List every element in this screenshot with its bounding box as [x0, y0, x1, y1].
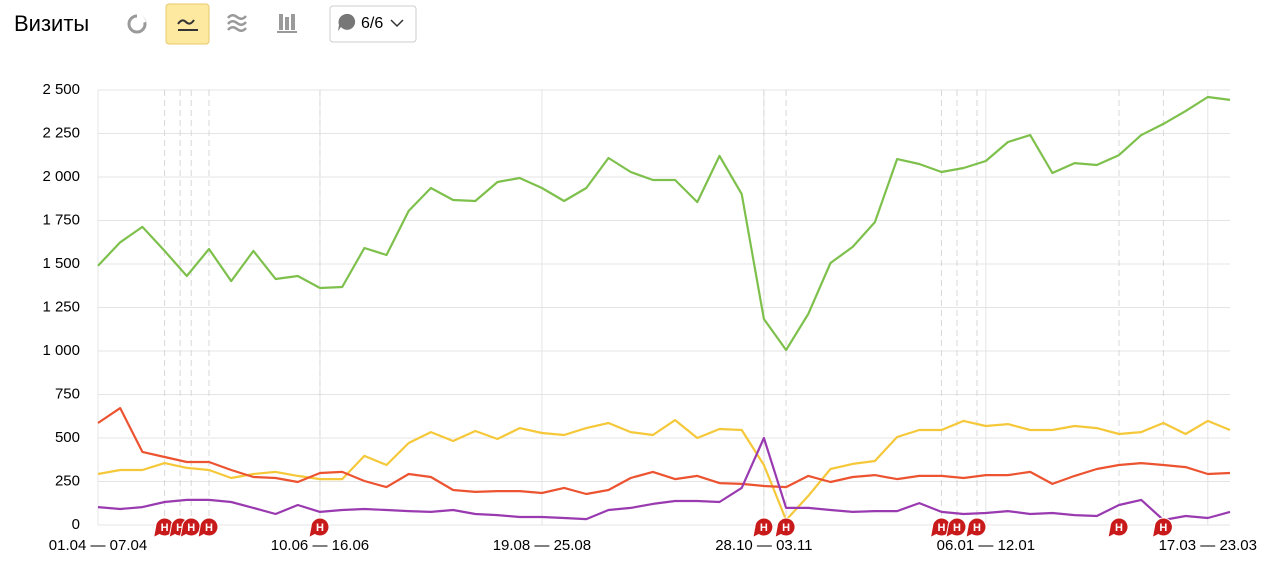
annotation-label: Н [176, 522, 184, 534]
annotation-marker[interactable]: Н [308, 517, 330, 539]
x-tick-label: 19.08 — 25.08 [493, 537, 591, 554]
annotations-dropdown[interactable]: 6/6 [329, 5, 417, 43]
y-tick-label: 1 000 [42, 342, 80, 359]
x-tick-label: 28.10 — 03.11 [715, 537, 812, 554]
pie-view-button[interactable] [127, 14, 147, 34]
annotation-bubble [1107, 517, 1129, 539]
y-tick-label: 1 250 [42, 298, 80, 315]
annotation-marker[interactable]: Н [965, 517, 987, 539]
annotation-marker[interactable]: Н [945, 517, 967, 539]
area-view-button[interactable] [227, 14, 247, 32]
chart: 0 250 500 750 1 000 1 250 1 500 1 750 2 000 2 250… [42, 81, 1257, 554]
annotation-bubble [965, 517, 987, 539]
annotation-label: Н [1115, 522, 1123, 534]
annotation-bubble [197, 517, 219, 539]
annotation-label: Н [316, 522, 324, 534]
series-line [97, 436, 1231, 522]
annotation-bubble [1151, 517, 1173, 539]
annotation-label: Н [205, 522, 213, 534]
annotation-label: Н [973, 522, 981, 534]
annotations-counter: 6/6 [361, 15, 383, 32]
x-tick-label: 17.03 — 23.03 [1159, 537, 1257, 554]
annotation-marker[interactable]: Н [197, 517, 219, 539]
x-tick-label: 01.04 — 07.04 [49, 537, 147, 554]
y-tick-label: 1 750 [42, 211, 80, 228]
y-tick-label: 2 500 [42, 81, 80, 98]
y-tick-label: 2 000 [42, 168, 80, 185]
y-tick-label: 0 [72, 516, 80, 533]
annotation-marker[interactable]: Н [774, 517, 796, 539]
y-tick-label: 750 [55, 385, 80, 402]
annotation-label: Н [161, 522, 169, 534]
annotation-label: Н [1159, 522, 1167, 534]
annotation-bubble [945, 517, 967, 539]
annotation-label: Н [782, 522, 790, 534]
annotation-bubble [752, 517, 774, 539]
y-tick-label: 250 [55, 472, 80, 489]
annotation-label: Н [760, 522, 768, 534]
series-line [97, 95, 1231, 352]
series-line [97, 407, 1231, 496]
line-view-button[interactable] [165, 3, 210, 45]
page-title: Визиты [14, 11, 89, 36]
x-tick-label: 10.06 — 16.06 [271, 537, 369, 554]
y-tick-label: 500 [55, 429, 80, 446]
annotation-bubble [308, 517, 330, 539]
annotation-marker[interactable]: Н [752, 517, 774, 539]
x-tick-label: 06.01 — 12.01 [937, 537, 1035, 554]
y-tick-label: 2 250 [42, 124, 80, 141]
y-tick-label: 1 500 [42, 255, 80, 272]
annotation-label: Н [187, 522, 195, 534]
annotation-marker[interactable]: Н [1107, 517, 1129, 539]
series-line [97, 419, 1231, 522]
annotation-marker[interactable]: Н [1151, 517, 1173, 539]
bar-view-button[interactable] [277, 14, 297, 33]
annotation-bubble [774, 517, 796, 539]
annotation-label: Н [937, 522, 945, 534]
annotation-label: Н [953, 522, 961, 534]
